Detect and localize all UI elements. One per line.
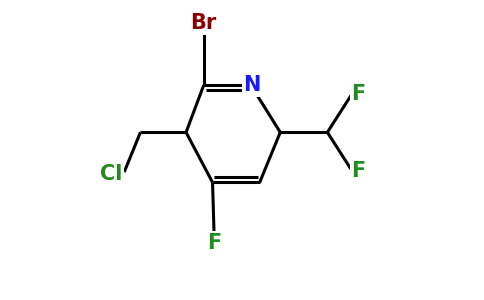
Text: F: F bbox=[351, 84, 365, 104]
Text: F: F bbox=[207, 233, 221, 253]
Text: Cl: Cl bbox=[100, 164, 122, 184]
Text: Br: Br bbox=[191, 14, 217, 33]
Text: N: N bbox=[243, 75, 261, 95]
Text: F: F bbox=[351, 160, 365, 181]
